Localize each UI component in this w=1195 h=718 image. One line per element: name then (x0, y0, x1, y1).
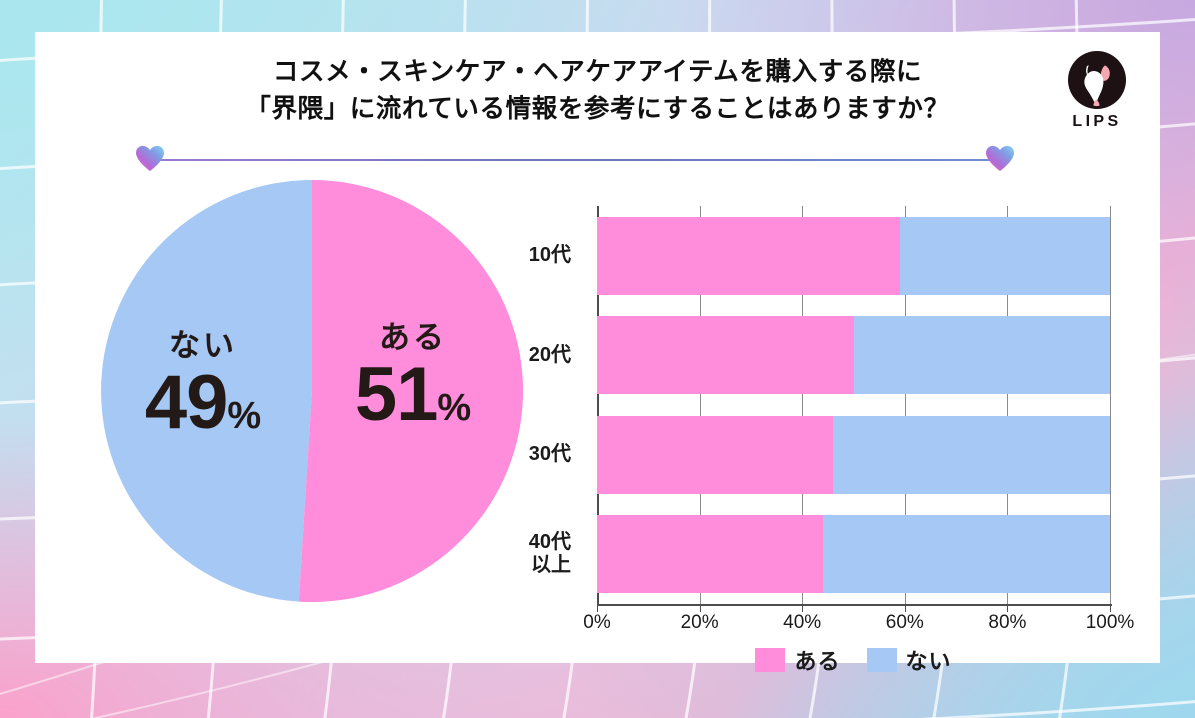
gridline (904, 206, 906, 604)
bar-segment-nai (832, 415, 1110, 494)
legend-swatch-aru (755, 648, 786, 672)
stacked-bar-chart: 10代 20代 30代 40代 以上 0% 20% 40% 60% 80% 100% ある ない (529, 172, 1145, 674)
category-label: 30代 (451, 443, 571, 466)
category-label: 10代 (451, 244, 571, 267)
x-axis-line (597, 604, 1112, 606)
title-line-2: 「界隈」に流れている情報を参考にすることはありますか？ (245, 95, 950, 124)
x-tick (802, 604, 804, 612)
x-tick-label: 40% (783, 612, 822, 633)
gridline (1007, 206, 1009, 604)
deer-face-icon (1067, 50, 1127, 110)
x-tick (699, 604, 701, 612)
logo-wordmark: LIPS (1072, 113, 1122, 130)
bar-segment-nai (822, 515, 1110, 594)
x-tick (597, 604, 598, 612)
category-label: 40代 以上 (451, 531, 571, 577)
category-label-line: 以上 (531, 554, 571, 577)
pie-label-nai: ない 49% (113, 330, 293, 441)
x-tick (1007, 604, 1009, 612)
title-line-1: コスメ・スキンケア・ヘアケアアイテムを購入する際に (272, 58, 923, 86)
bar-row (597, 515, 1110, 594)
category-label: 20代 (451, 344, 571, 367)
legend-label-nai: ない (905, 649, 952, 674)
bar-segment-aru (597, 216, 900, 295)
bar-row (597, 415, 1110, 494)
category-label-line: 40代 (528, 531, 571, 554)
gridline (699, 206, 701, 604)
page-title: コスメ・スキンケア・ヘアケアアイテムを購入する際に 「界隈」に流れている情報を参… (35, 54, 1160, 127)
bar-row (597, 216, 1110, 295)
pie-label-aru-name: ある (379, 320, 447, 355)
pie-graphic (101, 180, 524, 602)
pie-label-aru: ある 51% (323, 322, 503, 433)
bar-segment-aru (597, 415, 833, 494)
x-tick-label: 60% (885, 612, 924, 633)
brand-logo: LIPS (1056, 50, 1138, 131)
bar-row (597, 316, 1110, 395)
x-tick-label: 100% (1085, 612, 1135, 633)
x-tick-label: 80% (988, 612, 1027, 633)
heart-icon (135, 145, 165, 173)
category-label-line: 10代 (528, 244, 571, 267)
category-label-line: 20代 (528, 343, 571, 366)
legend-swatch-nai (866, 648, 897, 672)
legend-item-aru: ある (755, 644, 840, 676)
pie-label-aru-value: 51% (354, 352, 472, 437)
bar-segment-nai (853, 316, 1110, 395)
x-tick (1110, 604, 1111, 612)
content-card: コスメ・スキンケア・ヘアケアアイテムを購入する際に 「界隈」に流れている情報を参… (35, 32, 1160, 674)
chart-legend: ある ない (597, 644, 1110, 676)
divider (135, 145, 1015, 175)
x-tick-label: 0% (583, 612, 611, 633)
bar-segment-aru (597, 515, 823, 594)
bar-segment-aru (597, 316, 854, 395)
gridline (1110, 206, 1111, 604)
pie-label-nai-value: 49% (144, 360, 262, 445)
category-label-line: 30代 (528, 443, 571, 466)
pie-label-nai-name: ない (169, 328, 237, 363)
legend-label-aru: ある (794, 649, 841, 674)
x-tick-label: 20% (680, 612, 719, 633)
gridline (802, 206, 804, 604)
pie-chart: ない 49% ある 51% (73, 172, 533, 612)
divider-rule (149, 159, 1001, 161)
bar-segment-nai (899, 216, 1110, 295)
x-tick (904, 604, 906, 612)
heart-icon (985, 145, 1015, 173)
legend-item-nai: ない (866, 644, 952, 676)
y-axis-line (597, 206, 599, 604)
